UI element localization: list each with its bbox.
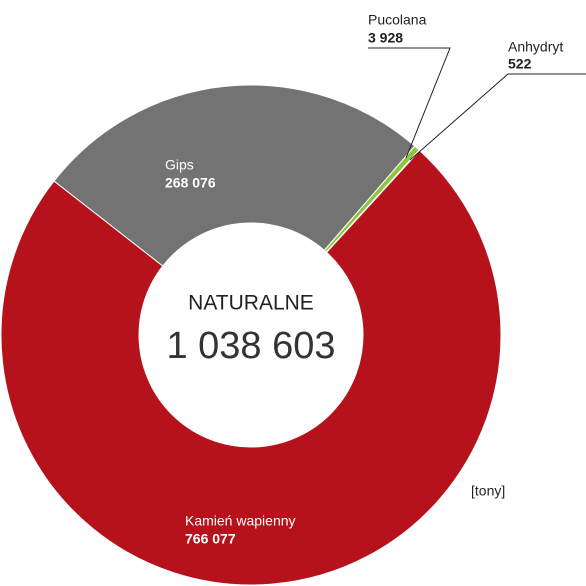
center-label: NATURALNE — [188, 292, 314, 315]
value-label: 268 076 — [165, 175, 216, 191]
unit: [tony] — [471, 483, 505, 499]
value-label: 3 928 — [368, 30, 403, 46]
slice-label: Anhydryt — [508, 39, 563, 55]
value-label: 522 — [508, 56, 532, 72]
slice — [53, 84, 416, 267]
slice-label: Gips — [165, 157, 194, 173]
slice-label: Kamień wapienny — [185, 513, 296, 529]
leader-line — [409, 73, 586, 161]
value-label: 766 077 — [185, 531, 236, 547]
slice-label: Pucolana — [368, 12, 427, 28]
total: 1 038 603 — [166, 325, 335, 367]
leader-line — [368, 47, 451, 159]
slice — [0, 149, 502, 586]
slices — [0, 84, 502, 586]
